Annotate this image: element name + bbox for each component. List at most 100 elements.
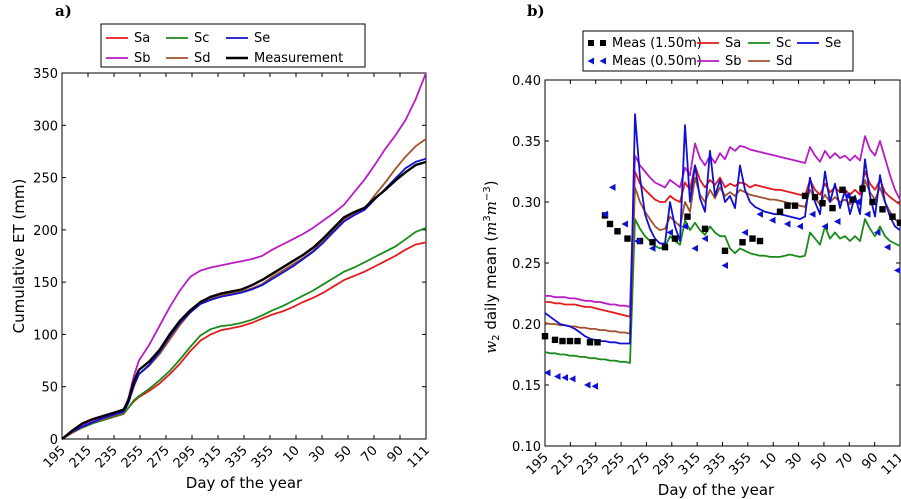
- meas-050-point: [601, 210, 608, 218]
- meas-050-point: [544, 369, 551, 377]
- meas-150-point: [649, 239, 656, 246]
- x-tick-label: 295: [171, 443, 199, 471]
- panel-a-series: [61, 72, 427, 440]
- legend-label: Sc: [776, 36, 791, 51]
- meas-150-point: [819, 200, 826, 207]
- x-tick-label: 215: [67, 443, 95, 471]
- meas-050-point: [681, 222, 688, 230]
- meas-050-point: [864, 210, 871, 218]
- meas-050-point: [721, 261, 728, 269]
- series-line-sc: [544, 218, 901, 364]
- x-tick-label: 111: [405, 443, 433, 471]
- y-tick-label: 150: [33, 276, 58, 291]
- panel-b-series: [541, 113, 901, 390]
- meas-050-point: [821, 222, 828, 230]
- x-tick-label: 235: [93, 443, 121, 471]
- meas-050-point: [554, 372, 561, 380]
- meas-150-point: [869, 198, 876, 206]
- x-tick-label: 355: [727, 450, 755, 478]
- meas-150-point: [784, 202, 791, 209]
- meas-050-point: [854, 198, 861, 206]
- x-tick-label: 355: [249, 443, 277, 471]
- meas-150-point: [739, 239, 746, 246]
- meas-050-point: [666, 229, 673, 236]
- meas-150-point: [776, 208, 784, 215]
- meas-150-point: [574, 337, 581, 345]
- meas-150-point: [811, 193, 819, 201]
- meas-050-point: [756, 210, 763, 218]
- legend-label: Meas (0.50m): [612, 54, 702, 69]
- legend-marker: [587, 57, 594, 65]
- meas-150-point: [721, 247, 729, 254]
- meas-050-point: [894, 266, 901, 274]
- x-tick-label: 50: [808, 450, 830, 472]
- x-tick-label: 90: [859, 450, 881, 472]
- y-tick-label: 50: [41, 381, 58, 396]
- legend-label: Sc: [194, 31, 209, 46]
- meas-150-point: [594, 339, 601, 346]
- panel-a-ylabel: Cumulative ET (mm): [10, 179, 28, 334]
- y-tick-label: 0.40: [512, 74, 541, 89]
- x-tick-label: 275: [625, 450, 653, 478]
- y-tick-label: 0.25: [512, 257, 541, 272]
- meas-150-point: [896, 219, 901, 226]
- meas-150-point: [801, 192, 809, 200]
- meas-050-point: [834, 218, 841, 226]
- legend-marker: [600, 40, 606, 46]
- series-line-sb: [545, 135, 901, 308]
- meas-150-point: [756, 237, 764, 245]
- panel-b-xlabel: Day of the year: [658, 481, 775, 499]
- x-tick-label: 315: [197, 443, 225, 471]
- y-tick-label: 0.20: [512, 318, 541, 333]
- meas-150-point: [829, 204, 836, 212]
- x-tick-label: 315: [676, 450, 704, 478]
- x-tick-label: 50: [333, 443, 355, 465]
- meas-050-point: [569, 375, 576, 383]
- legend-label: Sd: [776, 54, 793, 69]
- meas-150-point: [624, 235, 631, 242]
- legend-marker: [599, 57, 606, 65]
- panel-a-legend: Sa Sc Se Sb Sd Measurement: [100, 23, 366, 68]
- meas-150-point: [849, 196, 856, 203]
- meas-050-point: [884, 243, 891, 251]
- x-tick-label: 295: [650, 450, 678, 478]
- meas-050-point: [784, 220, 791, 228]
- y-tick-label: 0.10: [512, 440, 541, 455]
- panel-b-legend: Meas (1.50m) Sa Sc Se Meas (0.50m) Sb Sd: [582, 30, 854, 72]
- series-line-sc: [61, 226, 427, 440]
- meas-150-point: [684, 213, 691, 220]
- y-tick-label: 100: [33, 328, 58, 343]
- x-tick-label: 215: [549, 450, 577, 478]
- x-tick-label: 70: [834, 450, 856, 472]
- legend-marker: [588, 40, 594, 46]
- meas-050-point: [701, 235, 708, 243]
- meas-150-point: [749, 235, 756, 242]
- meas-150-point: [551, 336, 559, 344]
- meas-150-point: [586, 339, 594, 346]
- x-tick-label: 90: [385, 443, 407, 465]
- y-tick-label: 350: [33, 67, 58, 82]
- panel-a-label: a): [55, 2, 72, 20]
- x-tick-label: 10: [281, 443, 303, 465]
- legend-label: Sa: [134, 31, 150, 46]
- meas-150-point: [839, 186, 846, 193]
- panel-b-legend-box: [582, 30, 854, 72]
- y-tick-label: 250: [33, 172, 58, 187]
- meas-050-point: [796, 222, 803, 230]
- meas-050-point: [634, 237, 641, 245]
- meas-150-point: [541, 333, 549, 340]
- legend-label: Measurement: [254, 51, 343, 66]
- panel-a-legend-box: [100, 23, 366, 68]
- y-tick-label: 0.30: [512, 196, 541, 211]
- series-line-se: [544, 113, 901, 345]
- meas-050-point: [844, 192, 851, 200]
- meas-150-point: [879, 206, 886, 213]
- meas-050-point: [609, 183, 616, 191]
- meas-150-point: [671, 235, 679, 242]
- y-tick-label: 0.15: [512, 379, 541, 394]
